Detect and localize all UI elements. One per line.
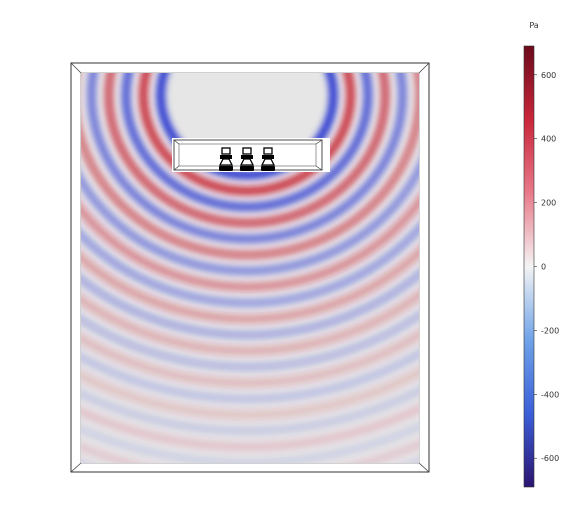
main-lobe <box>127 150 367 330</box>
pressure-crest <box>81 329 419 388</box>
pressure-crest <box>81 246 419 324</box>
colorbar-tick-label: -600 <box>541 454 559 463</box>
colorbar-unit-label: Pa <box>529 21 538 30</box>
colorbar-tick-label: 200 <box>541 199 556 208</box>
pressure-crest <box>81 403 419 452</box>
colorbar-ticks: 600 400 200 0 -200 -400 -600 <box>534 71 559 463</box>
pressure-trough <box>81 385 419 436</box>
pressure-trough <box>81 348 419 404</box>
pressure-trough <box>81 221 419 308</box>
colorbar-tick-label: -200 <box>541 326 559 335</box>
colorbar-tick-label: 0 <box>541 263 546 272</box>
pressure-crest <box>138 73 356 196</box>
pressure-crest <box>81 289 419 356</box>
transducer-left <box>218 147 234 171</box>
speaker-housing <box>172 138 330 172</box>
colorbar: Pa 600 400 200 0 -200 -400 -600 <box>523 21 559 488</box>
colorbar-tick-label: -400 <box>541 390 559 399</box>
pressure-crest <box>81 194 419 292</box>
pressure-crest <box>81 73 419 260</box>
colorbar-tick-label: 400 <box>541 135 556 144</box>
transducer-array <box>218 147 276 171</box>
colorbar-gradient <box>523 45 535 488</box>
pressure-trough <box>156 73 338 180</box>
pressure-trough <box>81 309 419 372</box>
colorbar-tick-label: 600 <box>541 71 556 80</box>
transducer-right <box>260 147 276 171</box>
pressure-trough <box>121 73 373 212</box>
transducer-center <box>239 147 255 171</box>
pressure-crest <box>104 73 390 228</box>
pressure-crest <box>81 367 419 420</box>
pressure-trough <box>81 268 419 340</box>
pressure-trough <box>81 159 419 276</box>
pressure-trough <box>87 73 407 244</box>
